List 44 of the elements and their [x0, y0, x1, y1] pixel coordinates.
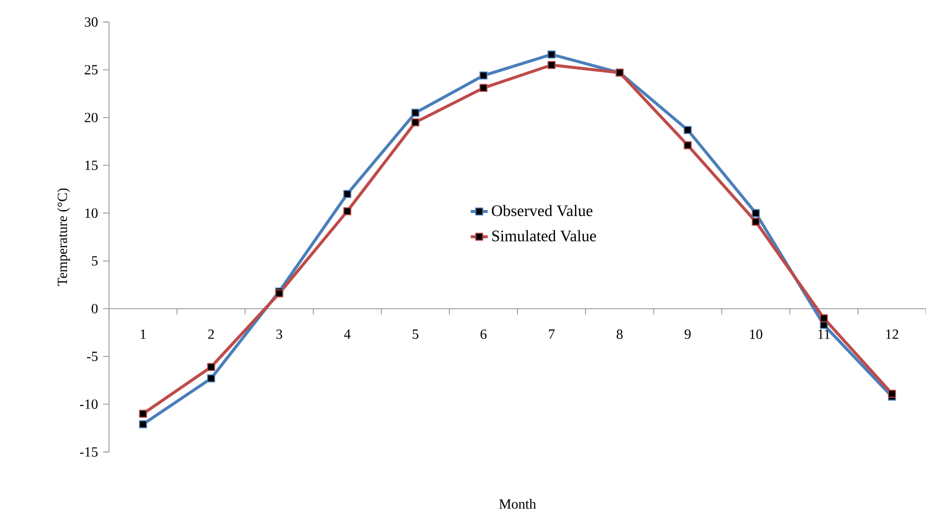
x-tick-label: 11: [818, 330, 830, 339]
x-tick-label: 3: [276, 330, 282, 339]
y-tick-label: -15: [80, 447, 98, 457]
point: [207, 374, 216, 382]
y-tick-label: 15: [85, 160, 98, 170]
y-axis-title: Temperature (°C): [57, 188, 70, 286]
x-axis-title: Month: [499, 498, 536, 509]
y-tick-label: 10: [85, 208, 98, 218]
x-tick-label: 1: [140, 330, 146, 339]
point: [548, 50, 556, 58]
y-tick-label: -10: [80, 399, 98, 409]
x-tick-label: 5: [412, 330, 418, 339]
point: [752, 218, 760, 226]
legend-label: Observed Value: [492, 204, 592, 216]
y-tick-label: 30: [84, 17, 98, 27]
y-tick-label: 0: [92, 304, 98, 314]
x-tick-label: 6: [480, 330, 487, 339]
point: [479, 72, 488, 80]
point: [207, 362, 216, 371]
x-tick-label: 10: [750, 330, 762, 339]
y-tick-label: 20: [84, 112, 98, 122]
point: [139, 420, 148, 428]
x-tick-label: 9: [684, 330, 691, 339]
x-tick-label: 8: [616, 330, 623, 339]
point: [343, 190, 352, 198]
y-tick-label: -5: [86, 352, 98, 362]
point: [548, 60, 556, 69]
x-tick-label: 2: [208, 330, 214, 339]
point: [684, 141, 692, 150]
legend-label: Simulated Value: [492, 230, 596, 242]
y-tick-label: 5: [92, 256, 98, 266]
point: [411, 118, 420, 126]
point: [411, 108, 420, 117]
point: [684, 126, 692, 134]
point: [343, 207, 352, 216]
point: [888, 390, 896, 398]
point: [479, 84, 488, 92]
y-tick-label: 25: [84, 65, 98, 74]
x-tick-label: 7: [548, 330, 555, 339]
point: [139, 410, 148, 418]
x-tick-label: 12: [886, 330, 898, 339]
point: [752, 209, 760, 218]
x-tick-label: 4: [344, 330, 351, 339]
point: [820, 314, 828, 322]
